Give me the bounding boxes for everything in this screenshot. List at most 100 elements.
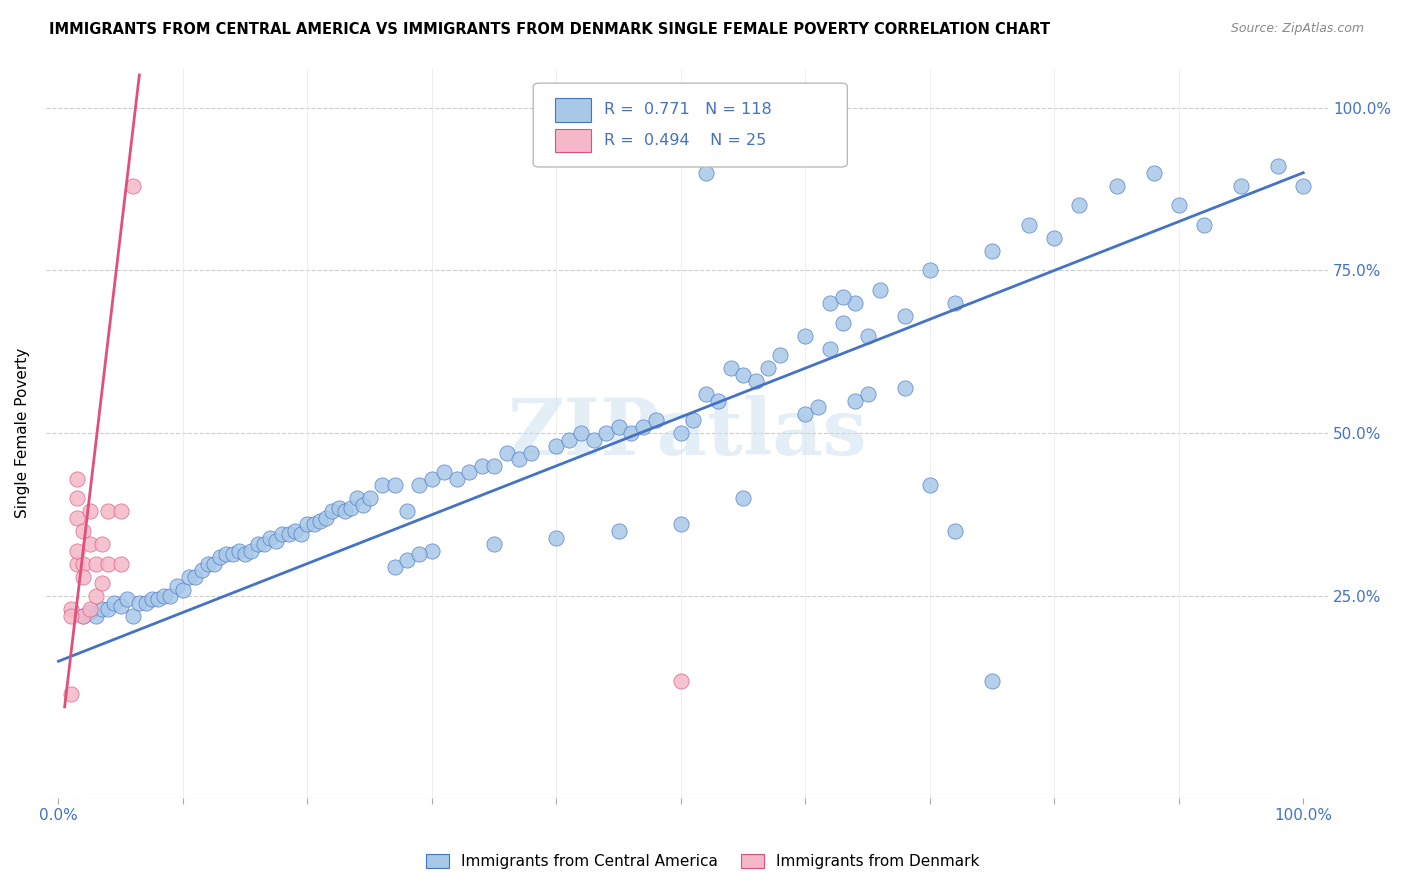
Point <box>831 289 853 303</box>
Point <box>84 589 107 603</box>
Point <box>253 537 276 551</box>
Point <box>79 537 101 551</box>
Point <box>259 531 281 545</box>
Point <box>222 547 245 561</box>
Y-axis label: Single Female Poverty: Single Female Poverty <box>15 348 30 518</box>
Point <box>582 433 605 447</box>
Text: IMMIGRANTS FROM CENTRAL AMERICA VS IMMIGRANTS FROM DENMARK SINGLE FEMALE POVERTY: IMMIGRANTS FROM CENTRAL AMERICA VS IMMIG… <box>49 22 1050 37</box>
Point <box>340 501 363 516</box>
Point <box>844 296 866 310</box>
Point <box>315 511 337 525</box>
Point <box>97 602 120 616</box>
Point <box>172 582 194 597</box>
Point <box>72 524 94 538</box>
Point <box>302 517 325 532</box>
Point <box>84 608 107 623</box>
Point <box>66 511 89 525</box>
Point <box>495 446 517 460</box>
Point <box>733 491 755 506</box>
Point <box>122 608 145 623</box>
Point <box>66 557 89 571</box>
Point <box>240 543 263 558</box>
Point <box>135 596 157 610</box>
Point <box>146 592 169 607</box>
Point <box>264 533 287 548</box>
Point <box>59 608 82 623</box>
Point <box>943 296 966 310</box>
Point <box>794 407 817 421</box>
Point <box>166 579 188 593</box>
Point <box>79 606 101 620</box>
FancyBboxPatch shape <box>555 98 591 122</box>
Point <box>408 547 430 561</box>
Point <box>97 557 120 571</box>
Point <box>91 602 114 616</box>
Point <box>831 316 853 330</box>
Point <box>66 472 89 486</box>
Point <box>894 381 917 395</box>
Point <box>981 673 1004 688</box>
Point <box>1018 218 1040 232</box>
Point <box>66 491 89 506</box>
Point <box>91 576 114 591</box>
Point <box>918 478 941 492</box>
Point <box>595 426 617 441</box>
Point <box>1069 198 1091 212</box>
Point <box>328 501 350 516</box>
Point <box>59 602 82 616</box>
Point <box>1143 166 1166 180</box>
Text: ZIPatlas: ZIPatlas <box>508 395 868 471</box>
Point <box>1230 178 1253 193</box>
Point <box>520 446 543 460</box>
Point <box>558 433 581 447</box>
Point <box>482 537 505 551</box>
Point <box>233 547 256 561</box>
Point <box>184 569 207 583</box>
Point <box>59 687 82 701</box>
Point <box>115 592 138 607</box>
Point <box>669 673 692 688</box>
Point <box>844 393 866 408</box>
Point <box>91 537 114 551</box>
Point <box>433 466 456 480</box>
Point <box>744 374 766 388</box>
Point <box>1192 218 1215 232</box>
Point <box>856 387 879 401</box>
Point <box>153 589 176 603</box>
Point <box>346 491 368 506</box>
Point <box>321 504 343 518</box>
Point <box>209 549 232 564</box>
Point <box>669 517 692 532</box>
Point <box>669 426 692 441</box>
Point <box>72 608 94 623</box>
Point <box>458 466 481 480</box>
Point <box>197 557 219 571</box>
Point <box>569 426 592 441</box>
Legend: Immigrants from Central America, Immigrants from Denmark: Immigrants from Central America, Immigra… <box>420 848 986 875</box>
Point <box>297 517 319 532</box>
Point <box>84 557 107 571</box>
Point <box>1167 198 1189 212</box>
Point <box>122 178 145 193</box>
Point <box>818 296 841 310</box>
Point <box>110 599 132 613</box>
Point <box>97 504 120 518</box>
Point <box>707 393 730 408</box>
Point <box>103 596 125 610</box>
Point <box>271 527 294 541</box>
Point <box>308 514 330 528</box>
Point <box>420 472 443 486</box>
Point <box>190 563 212 577</box>
Point <box>72 557 94 571</box>
Text: Source: ZipAtlas.com: Source: ZipAtlas.com <box>1230 22 1364 36</box>
Point <box>645 413 668 427</box>
Point <box>246 537 269 551</box>
Point <box>695 166 717 180</box>
Point <box>508 452 530 467</box>
Point <box>856 328 879 343</box>
Point <box>546 531 568 545</box>
FancyBboxPatch shape <box>555 129 591 153</box>
Point <box>682 413 704 427</box>
Point <box>128 596 150 610</box>
Point <box>794 328 817 343</box>
